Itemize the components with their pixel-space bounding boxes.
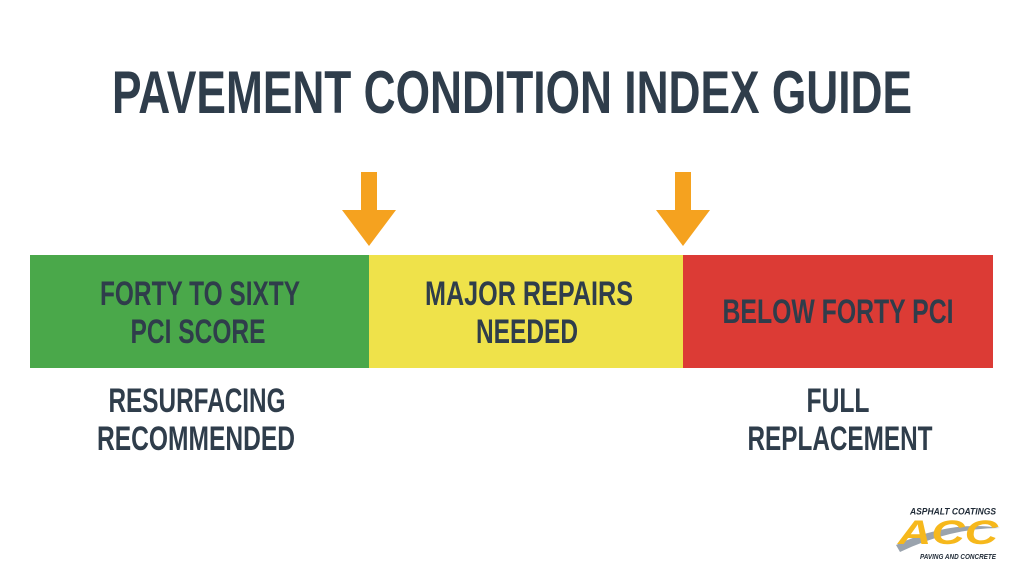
segment-label: PCI SCORE (131, 313, 266, 351)
segment-label: MAJOR REPAIRS (425, 275, 633, 313)
segment-red (683, 255, 993, 368)
arrow (342, 172, 396, 246)
logo-top: ASPHALT COATINGS (909, 506, 996, 516)
segment-label: FORTY TO SIXTY (100, 275, 300, 313)
arrow (656, 172, 710, 246)
note-label: RESURFACING (109, 382, 286, 420)
segment-label: NEEDED (476, 313, 578, 351)
note-label: RECOMMENDED (97, 420, 295, 458)
arrows (342, 172, 710, 246)
segment-yellow (369, 255, 683, 368)
segment-label: BELOW FORTY PCI (723, 293, 954, 331)
note-label: REPLACEMENT (748, 420, 933, 458)
title: PAVEMENT CONDITION INDEX GUIDE (112, 59, 912, 126)
note-label: FULL (807, 382, 870, 420)
logo-bottom: PAVING AND CONCRETE (920, 554, 996, 561)
scale-bar (30, 255, 993, 368)
logo: ASPHALT COATINGS ACC PAVING AND CONCRETE (896, 506, 1000, 561)
logo-swoosh (896, 526, 1000, 552)
logo-mark: ACC (897, 514, 999, 552)
segment-green (30, 255, 369, 368)
